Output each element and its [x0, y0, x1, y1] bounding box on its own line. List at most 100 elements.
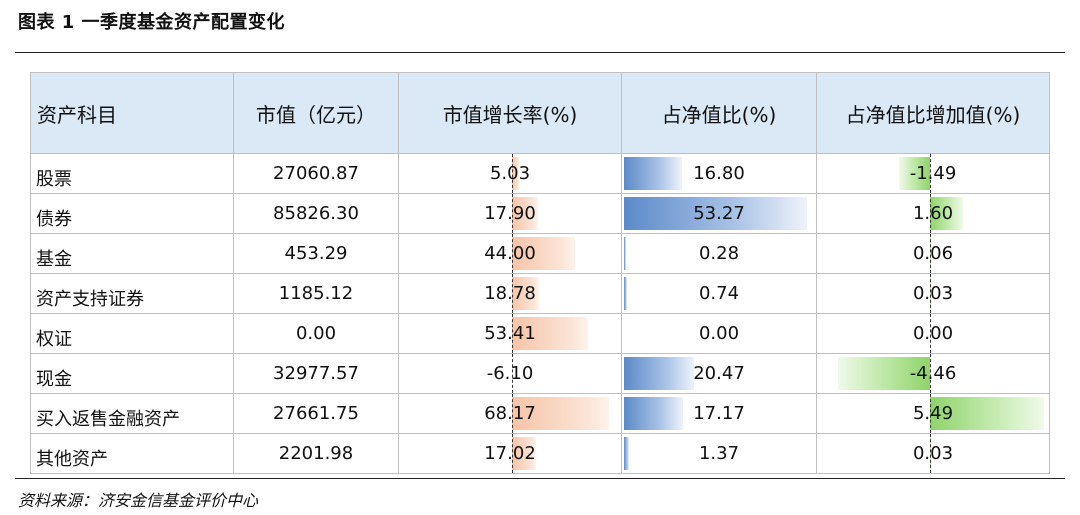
zero-axis-line	[930, 194, 931, 233]
market-value-cell-value: 32977.57	[273, 363, 359, 384]
nav-ratio-change-cell-value: 0.03	[912, 283, 954, 304]
nav-ratio-data-bar	[624, 437, 629, 470]
zero-axis-line	[512, 274, 513, 313]
nav-ratio-change-cell: -1.49	[816, 153, 1050, 194]
nav-ratio-cell: 53.27	[621, 193, 817, 234]
nav-ratio-change-cell-value: 0.06	[912, 243, 954, 264]
nav-ratio-cell: 0.74	[621, 273, 817, 314]
nav-ratio-cell: 16.80	[621, 153, 817, 194]
header-market-value: 市值（亿元）	[233, 72, 399, 154]
nav-ratio-cell-value: 16.80	[693, 163, 745, 184]
nav-ratio-change-cell: -4.46	[816, 353, 1050, 394]
nav-ratio-cell-value: 0.74	[698, 283, 740, 304]
nav-ratio-cell-value: 20.47	[693, 363, 745, 384]
growth-rate-cell: 44.00	[398, 233, 622, 274]
asset-name-cell: 其他资产	[30, 433, 234, 474]
zero-axis-line	[930, 434, 931, 473]
table-row: 基金 453.29 44.00 0.28 0.06	[30, 233, 1050, 274]
nav-ratio-change-data-bar	[930, 397, 1044, 430]
nav-ratio-change-data-bar	[899, 157, 930, 190]
nav-ratio-change-cell: 0.06	[816, 233, 1050, 274]
market-value-cell-value: 85826.30	[273, 203, 359, 224]
nav-ratio-change-cell: 1.60	[816, 193, 1050, 234]
market-value-cell: 27661.75	[233, 393, 399, 434]
zero-axis-line	[930, 394, 931, 433]
nav-ratio-cell-value: 0.00	[698, 323, 740, 344]
nav-ratio-data-bar	[624, 157, 682, 190]
nav-ratio-change-cell: 0.03	[816, 273, 1050, 314]
nav-ratio-data-bar	[624, 197, 808, 230]
growth-rate-cell-value: 44.00	[484, 243, 536, 264]
nav-ratio-cell-value: 53.27	[693, 203, 745, 224]
growth-data-bar	[512, 397, 610, 430]
zero-axis-line	[930, 154, 931, 193]
growth-rate-cell-value: 17.02	[484, 443, 536, 464]
asset-name-cell: 债券	[30, 193, 234, 234]
table-row: 其他资产 2201.98 17.02 1.37 0.03	[30, 433, 1050, 474]
header-nav-ratio: 占净值比(%)	[621, 72, 817, 154]
nav-ratio-change-cell-value: 0.00	[912, 323, 954, 344]
growth-data-bar	[512, 277, 539, 310]
zero-axis-line	[512, 314, 513, 353]
market-value-cell: 85826.30	[233, 193, 399, 234]
nav-ratio-data-bar	[624, 237, 626, 270]
asset-name-cell-value: 权证	[36, 329, 72, 350]
growth-rate-cell: 17.90	[398, 193, 622, 234]
asset-name-cell: 买入返售金融资产	[30, 393, 234, 434]
header-growth-rate: 市值增长率(%)	[398, 72, 622, 154]
nav-ratio-change-cell-value: 1.60	[912, 203, 954, 224]
top-rule	[15, 52, 1065, 53]
asset-name-cell: 基金	[30, 233, 234, 274]
growth-data-bar	[512, 197, 538, 230]
nav-ratio-data-bar	[624, 397, 683, 430]
asset-name-cell-value: 其他资产	[36, 449, 108, 470]
nav-ratio-data-bar	[624, 357, 695, 390]
nav-ratio-cell: 20.47	[621, 353, 817, 394]
growth-rate-cell-value: -6.10	[486, 363, 534, 384]
bottom-rule	[15, 478, 1065, 479]
growth-rate-cell: 53.41	[398, 313, 622, 354]
nav-ratio-cell: 17.17	[621, 393, 817, 434]
table-row: 债券 85826.30 17.90 53.27 1.60	[30, 193, 1050, 234]
growth-data-bar	[512, 317, 589, 350]
zero-axis-line	[512, 354, 513, 393]
table-row: 股票 27060.87 5.03 16.80 -1.49	[30, 153, 1050, 194]
zero-axis-line	[512, 434, 513, 473]
table-row: 现金 32977.57 -6.10 20.47 -4.46	[30, 353, 1050, 394]
growth-rate-cell-value: 17.90	[484, 203, 536, 224]
growth-rate-cell: 5.03	[398, 153, 622, 194]
nav-ratio-cell: 0.00	[621, 313, 817, 354]
nav-ratio-change-cell: 0.03	[816, 433, 1050, 474]
asset-name-cell: 股票	[30, 153, 234, 194]
nav-ratio-cell-value: 17.17	[693, 403, 745, 424]
nav-ratio-cell: 1.37	[621, 433, 817, 474]
zero-axis-line	[930, 354, 931, 393]
growth-rate-cell-value: 53.41	[484, 323, 536, 344]
zero-axis-line	[512, 194, 513, 233]
growth-rate-cell: -6.10	[398, 353, 622, 394]
nav-ratio-change-data-bar	[837, 357, 930, 390]
growth-rate-cell: 18.78	[398, 273, 622, 314]
growth-rate-cell-value: 18.78	[484, 283, 536, 304]
nav-ratio-cell-value: 0.28	[698, 243, 740, 264]
market-value-cell: 32977.57	[233, 353, 399, 394]
market-value-cell-value: 0.00	[295, 323, 337, 344]
header-nav-ratio-change: 占净值比增加值(%)	[816, 72, 1050, 154]
market-value-cell: 27060.87	[233, 153, 399, 194]
asset-allocation-table: 资产科目 市值（亿元） 市值增长率(%) 占净值比(%) 占净值比增加值(%) …	[30, 72, 1050, 474]
nav-ratio-change-cell-value: 5.49	[912, 403, 954, 424]
market-value-cell-value: 2201.98	[278, 443, 354, 464]
table-row: 买入返售金融资产 27661.75 68.17 17.17 5.49	[30, 393, 1050, 434]
header-asset: 资产科目	[30, 72, 234, 154]
market-value-cell: 2201.98	[233, 433, 399, 474]
market-value-cell-value: 453.29	[284, 243, 348, 264]
nav-ratio-change-cell: 5.49	[816, 393, 1050, 434]
nav-ratio-cell-value: 1.37	[698, 443, 740, 464]
nav-ratio-change-cell: 0.00	[816, 313, 1050, 354]
market-value-cell: 0.00	[233, 313, 399, 354]
market-value-cell-value: 27661.75	[273, 403, 359, 424]
zero-axis-line	[512, 154, 513, 193]
table-row: 权证 0.00 53.41 0.00 0.00	[30, 313, 1050, 354]
asset-name-cell: 资产支持证券	[30, 273, 234, 314]
market-value-cell-value: 27060.87	[273, 163, 359, 184]
